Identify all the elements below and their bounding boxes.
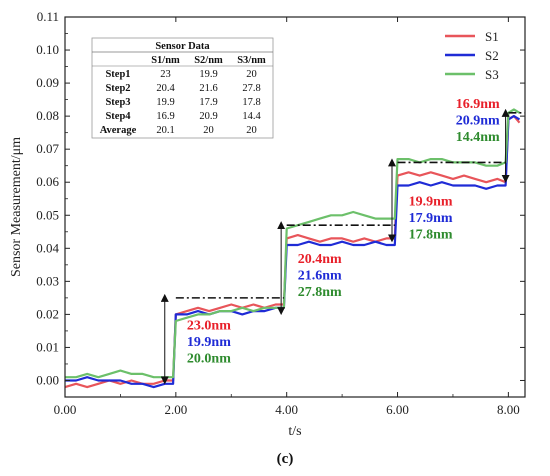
step-annotation-label: 17.8nm bbox=[409, 227, 453, 242]
table-cell: 17.8 bbox=[242, 97, 260, 108]
y-tick-label: 0.05 bbox=[36, 207, 59, 222]
table-cell: Step3 bbox=[105, 97, 130, 108]
y-tick-label: 0.10 bbox=[36, 42, 59, 57]
x-tick-label: 4.00 bbox=[275, 402, 298, 417]
panel-label: (c) bbox=[277, 451, 294, 467]
y-tick-label: 0.02 bbox=[36, 306, 59, 321]
y-tick-label: 0.11 bbox=[37, 9, 59, 24]
table-cell: 27.8 bbox=[242, 83, 260, 94]
y-tick-label: 0.09 bbox=[36, 75, 59, 90]
table-cell: Step4 bbox=[105, 111, 131, 122]
table-cell: 16.9 bbox=[156, 111, 174, 122]
y-tick-label: 0.08 bbox=[36, 108, 59, 123]
y-axis-title: Sensor Measurement/μm bbox=[9, 137, 24, 277]
step-annotation-label: 17.9nm bbox=[409, 211, 453, 226]
legend-label-s1: S1 bbox=[485, 29, 499, 44]
table-title: Sensor Data bbox=[155, 41, 210, 52]
step-annotation-label: 16.9nm bbox=[456, 97, 500, 112]
table-column-header: S2/nm bbox=[194, 55, 223, 66]
table-cell: 19.9 bbox=[156, 97, 174, 108]
x-tick-label: 8.00 bbox=[497, 402, 520, 417]
table-cell: 20.4 bbox=[156, 83, 175, 94]
x-tick-label: 6.00 bbox=[386, 402, 409, 417]
x-tick-label: 2.00 bbox=[164, 402, 187, 417]
y-tick-label: 0.03 bbox=[36, 273, 59, 288]
y-tick-label: 0.01 bbox=[36, 339, 59, 354]
table-column-header: S1/nm bbox=[151, 55, 180, 66]
table-cell: 19.9 bbox=[199, 69, 217, 80]
table-column-header: S3/nm bbox=[237, 55, 266, 66]
step-annotation-label: 21.6nm bbox=[298, 269, 342, 284]
step-annotation-label: 20.9nm bbox=[456, 113, 500, 128]
table-cell: Step1 bbox=[105, 69, 130, 80]
series-line-s3 bbox=[65, 108, 521, 379]
table-cell: 20.9 bbox=[199, 111, 217, 122]
table-cell: 20 bbox=[246, 69, 257, 80]
legend-label-s3: S3 bbox=[485, 67, 499, 82]
step-annotation-label: 19.9nm bbox=[187, 335, 231, 350]
step-annotation-label: 23.0nm bbox=[187, 318, 231, 333]
step-annotation-label: 27.8nm bbox=[298, 285, 342, 300]
table-cell: 21.6 bbox=[199, 83, 217, 94]
plot-frame bbox=[64, 16, 526, 398]
table-cell: 20 bbox=[246, 125, 257, 136]
legend-label-s2: S2 bbox=[485, 48, 499, 63]
table-cell: 14.4 bbox=[242, 111, 261, 122]
sensor-data-table bbox=[91, 37, 274, 139]
table-cell: 17.9 bbox=[199, 97, 217, 108]
table-cell: 23 bbox=[160, 69, 171, 80]
step-annotation-label: 20.0nm bbox=[187, 351, 231, 366]
table-cell: 20 bbox=[203, 125, 214, 136]
step-annotation-label: 19.9nm bbox=[409, 194, 453, 209]
step-annotation-label: 14.4nm bbox=[456, 130, 500, 145]
table-cell: 20.1 bbox=[156, 125, 174, 136]
table-cell: Average bbox=[100, 125, 137, 136]
series-line-s1 bbox=[64, 114, 521, 389]
x-axis-title: t/s bbox=[288, 424, 301, 439]
table-cell: Step2 bbox=[105, 83, 130, 94]
y-tick-label: 0.04 bbox=[36, 240, 59, 255]
step-annotation-label: 20.4nm bbox=[298, 252, 342, 267]
x-tick-label: 0.00 bbox=[54, 402, 77, 417]
series-line-s2 bbox=[65, 114, 521, 389]
y-tick-label: 0.00 bbox=[36, 372, 59, 387]
y-tick-label: 0.06 bbox=[36, 174, 59, 189]
y-tick-label: 0.07 bbox=[36, 141, 59, 156]
